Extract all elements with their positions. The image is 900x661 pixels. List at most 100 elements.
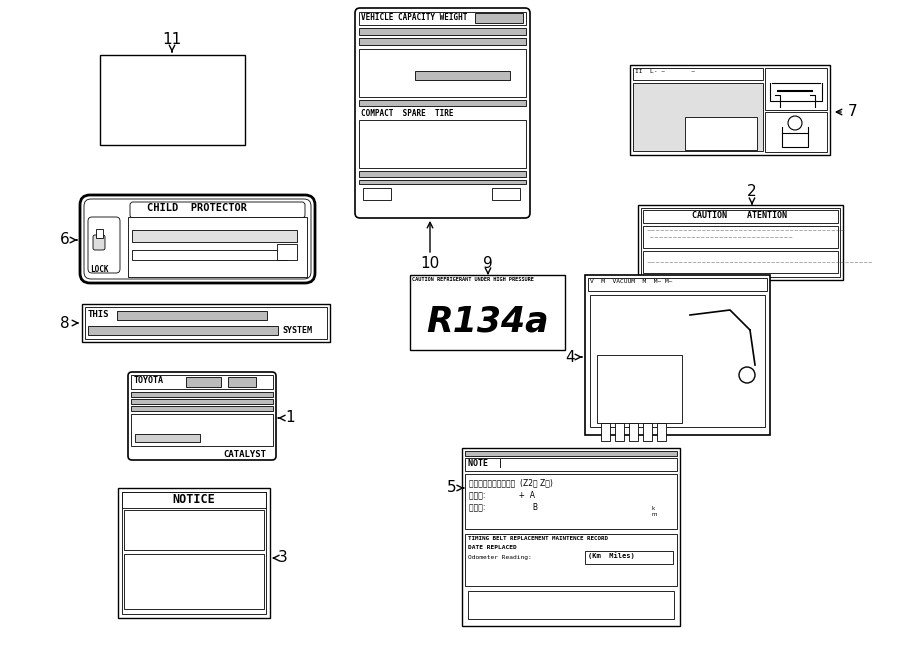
Text: 7: 7	[848, 104, 858, 120]
Bar	[131, 375, 273, 389]
Bar	[118, 488, 270, 618]
Bar	[88, 326, 278, 335]
Bar	[468, 591, 674, 619]
Bar	[132, 250, 287, 260]
Bar	[186, 377, 221, 387]
Bar	[96, 229, 103, 238]
Text: 1: 1	[285, 410, 295, 426]
Text: COMPACT  SPARE  TIRE: COMPACT SPARE TIRE	[361, 109, 454, 118]
Bar	[85, 307, 327, 339]
Bar	[657, 423, 666, 441]
Bar	[601, 423, 610, 441]
Text: 5: 5	[447, 481, 457, 496]
Text: 10: 10	[420, 256, 439, 272]
Bar	[585, 275, 770, 435]
Text: CAUTION    ATENTION: CAUTION ATENTION	[692, 211, 788, 220]
Bar	[765, 112, 827, 152]
Bar	[122, 492, 266, 508]
Text: 4: 4	[565, 350, 575, 364]
Bar	[462, 448, 680, 626]
Bar	[363, 188, 391, 200]
Text: k
m: k m	[652, 506, 658, 517]
Bar	[615, 423, 624, 441]
Bar	[359, 180, 526, 184]
Bar	[131, 392, 273, 397]
Text: (Km  Miles): (Km Miles)	[588, 552, 634, 559]
Text: ~~~~~~~~~~~~~~~~~~~~~~~~~~~~~~~~~~~~~~~~~~~~~~~~~: ~~~~~~~~~~~~~~~~~~~~~~~~~~~~~~~~~~~~~~~~…	[646, 260, 873, 265]
Text: CHILD  PROTECTOR: CHILD PROTECTOR	[147, 203, 247, 213]
FancyBboxPatch shape	[130, 202, 305, 218]
Text: V  M  VACUUM  M  M~ M~: V M VACUUM M M~ M~	[590, 279, 672, 284]
Text: R134a: R134a	[427, 305, 549, 338]
FancyBboxPatch shape	[84, 199, 311, 279]
Bar	[131, 399, 273, 404]
Bar	[359, 49, 526, 97]
Bar	[359, 38, 526, 45]
Text: 6: 6	[60, 233, 70, 247]
Text: 9: 9	[483, 256, 493, 272]
Text: キロ数:                    B: キロ数: B	[469, 502, 538, 511]
Text: NOTICE: NOTICE	[173, 493, 215, 506]
Text: ~~~~~~~~~~~~~~~~~~~~~~~~~~~~~~~: ~~~~~~~~~~~~~~~~~~~~~~~~~~~~~~~	[646, 235, 793, 240]
Bar	[124, 554, 264, 609]
FancyBboxPatch shape	[88, 217, 120, 273]
Text: THIS: THIS	[88, 310, 110, 319]
Bar	[643, 423, 652, 441]
Bar	[641, 208, 840, 277]
Bar	[633, 68, 763, 80]
Bar	[643, 251, 838, 273]
Bar	[128, 217, 307, 277]
Text: 11: 11	[162, 32, 182, 48]
Text: LOCK: LOCK	[90, 265, 109, 274]
Bar	[131, 414, 273, 446]
Bar	[228, 377, 256, 387]
Bar	[685, 117, 757, 150]
Text: 3: 3	[278, 551, 288, 566]
Bar	[359, 12, 526, 25]
Bar	[765, 68, 827, 110]
Bar	[643, 226, 838, 248]
Text: CATALYST: CATALYST	[223, 450, 266, 459]
Bar	[590, 295, 765, 427]
Text: II  L- ~       ~: II L- ~ ~	[635, 69, 695, 74]
Bar	[359, 100, 526, 106]
FancyBboxPatch shape	[80, 195, 315, 283]
Bar	[415, 71, 510, 80]
Bar	[475, 13, 523, 23]
Bar	[629, 423, 638, 441]
Text: TOYOTA: TOYOTA	[134, 376, 164, 385]
Text: VEHICLE CAPACITY WEIGHT: VEHICLE CAPACITY WEIGHT	[361, 13, 467, 22]
Text: 2: 2	[747, 184, 757, 200]
Text: NOTE  |: NOTE |	[468, 459, 503, 468]
Text: Odometer Reading:: Odometer Reading:	[468, 555, 532, 560]
Bar	[132, 230, 297, 242]
Bar	[633, 83, 763, 151]
Bar	[100, 55, 245, 145]
Bar	[465, 451, 677, 456]
Bar	[643, 210, 838, 223]
Bar	[492, 188, 520, 200]
Bar	[465, 474, 677, 529]
Bar	[630, 65, 830, 155]
Bar	[277, 244, 297, 260]
Text: キロ数:              +  A: キロ数: + A	[469, 490, 535, 499]
FancyBboxPatch shape	[355, 8, 530, 218]
FancyBboxPatch shape	[128, 372, 276, 460]
Bar	[122, 492, 266, 614]
Bar	[124, 510, 264, 550]
Bar	[82, 304, 330, 342]
Text: ~~~~~~~~~~~~~~~~~~~~~~~~~~~~~~~~~~~~~~~~~~~: ~~~~~~~~~~~~~~~~~~~~~~~~~~~~~~~~~~~~~~~~…	[646, 228, 845, 233]
Bar	[465, 534, 677, 586]
Bar	[465, 458, 677, 471]
Text: DATE REPLACED: DATE REPLACED	[468, 545, 517, 550]
Bar	[359, 28, 526, 35]
Bar	[585, 551, 673, 564]
Text: CAUTION REFRIGERANT UNDER HIGH PRESSURE: CAUTION REFRIGERANT UNDER HIGH PRESSURE	[412, 277, 534, 282]
Bar	[588, 278, 767, 291]
Bar	[597, 355, 682, 423]
Bar	[135, 434, 200, 442]
Bar	[117, 311, 267, 320]
Text: SYSTEM: SYSTEM	[282, 326, 312, 335]
Bar	[410, 275, 565, 350]
Bar	[685, 117, 757, 150]
